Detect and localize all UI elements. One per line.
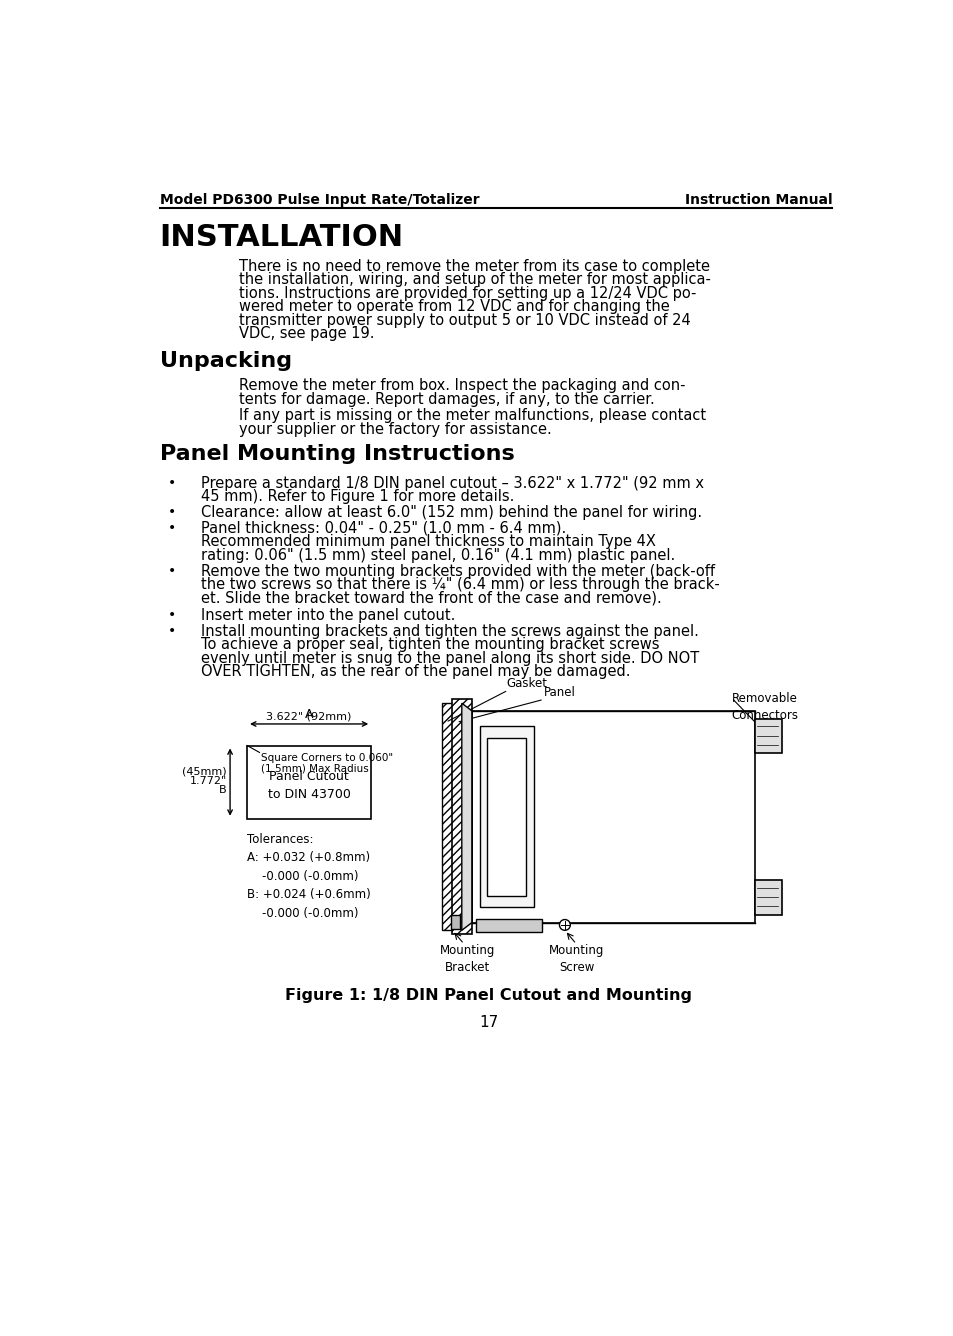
Text: Panel Mounting Instructions: Panel Mounting Instructions [159,444,514,464]
Text: Prepare a standard 1/8 DIN panel cutout – 3.622" x 1.772" (92 mm x: Prepare a standard 1/8 DIN panel cutout … [200,476,703,492]
Text: evenly until meter is snug to the panel along its short side. DO NOT: evenly until meter is snug to the panel … [200,651,699,665]
Text: Removable
Connectors: Removable Connectors [731,692,798,721]
Text: OVER TIGHTEN, as the rear of the panel may be damaged.: OVER TIGHTEN, as the rear of the panel m… [200,664,630,679]
Text: 17: 17 [478,1015,498,1030]
Text: (1.5mm) Max Radius: (1.5mm) Max Radius [261,763,369,774]
Text: •: • [168,505,176,520]
Bar [452,699,472,934]
Text: Mounting
Bracket: Mounting Bracket [440,945,496,974]
Text: the two screws so that there is ¼" (6.4 mm) or less through the brack-: the two screws so that there is ¼" (6.4 … [200,577,719,592]
Text: Panel: Panel [543,687,576,699]
Text: tents for damage. Report damages, if any, to the carrier.: tents for damage. Report damages, if any… [239,391,655,406]
Text: the installation, wiring, and setup of the meter for most applica-: the installation, wiring, and setup of t… [239,273,711,287]
Text: Instruction Manual: Instruction Manual [684,194,831,207]
Text: Gasket: Gasket [506,677,547,691]
Text: There is no need to remove the meter from its case to complete: There is no need to remove the meter fro… [239,259,710,274]
Text: Unpacking: Unpacking [159,351,292,371]
Bar [441,703,452,930]
Text: •: • [168,624,176,637]
Text: Panel thickness: 0.04" - 0.25" (1.0 mm - 6.4 mm).: Panel thickness: 0.04" - 0.25" (1.0 mm -… [200,521,565,536]
Text: B: B [219,784,227,795]
Text: Figure 1: 1/8 DIN Panel Cutout and Mounting: Figure 1: 1/8 DIN Panel Cutout and Mount… [285,989,692,1003]
Text: To achieve a proper seal, tighten the mounting bracket screws: To achieve a proper seal, tighten the mo… [200,637,659,652]
Text: Insert meter into the panel cutout.: Insert meter into the panel cutout. [200,608,455,624]
Text: Install mounting brackets and tighten the screws against the panel.: Install mounting brackets and tighten th… [200,624,698,639]
Text: Square Corners to 0.060": Square Corners to 0.060" [261,754,393,763]
Polygon shape [461,703,472,930]
Text: your supplier or the factory for assistance.: your supplier or the factory for assista… [239,422,552,437]
Bar [479,727,534,907]
Text: Clearance: allow at least 6.0" (152 mm) behind the panel for wiring.: Clearance: allow at least 6.0" (152 mm) … [200,505,701,520]
Text: INSTALLATION: INSTALLATION [159,223,403,253]
Text: (45mm): (45mm) [182,767,227,776]
Text: transmitter power supply to output 5 or 10 VDC instead of 24: transmitter power supply to output 5 or … [239,313,690,327]
Text: •: • [168,564,176,577]
Text: If any part is missing or the meter malfunctions, please contact: If any part is missing or the meter malf… [239,409,706,424]
Bar [754,880,781,915]
Text: •: • [168,521,176,534]
Bar [451,915,459,929]
Text: •: • [168,476,176,490]
Text: Tolerances:
A: +0.032 (+0.8mm)
    -0.000 (-0.0mm)
B: +0.024 (+0.6mm)
    -0.000: Tolerances: A: +0.032 (+0.8mm) -0.000 (-… [247,832,371,919]
Text: et. Slide the bracket toward the front of the case and remove).: et. Slide the bracket toward the front o… [200,591,660,605]
Text: Panel Cutout
to DIN 43700: Panel Cutout to DIN 43700 [268,771,350,802]
Bar [472,711,754,923]
Text: Remove the meter from box. Inspect the packaging and con-: Remove the meter from box. Inspect the p… [239,378,685,393]
Text: 1.772": 1.772" [190,776,227,786]
Text: Remove the two mounting brackets provided with the meter (back-off: Remove the two mounting brackets provide… [200,564,714,578]
Circle shape [558,919,570,930]
Text: A: A [305,708,313,721]
Text: rating: 0.06" (1.5 mm) steel panel, 0.16" (4.1 mm) plastic panel.: rating: 0.06" (1.5 mm) steel panel, 0.16… [200,548,674,562]
Text: Mounting
Screw: Mounting Screw [548,945,603,974]
Bar [247,745,371,819]
Text: tions. Instructions are provided for setting up a 12/24 VDC po-: tions. Instructions are provided for set… [239,286,696,301]
Bar [487,737,525,895]
Text: wered meter to operate from 12 VDC and for changing the: wered meter to operate from 12 VDC and f… [239,299,669,314]
Bar [476,919,541,933]
Bar [754,719,781,754]
Text: VDC, see page 19.: VDC, see page 19. [239,326,375,341]
Text: 45 mm). Refer to Figure 1 for more details.: 45 mm). Refer to Figure 1 for more detai… [200,489,514,505]
Text: Recommended minimum panel thickness to maintain Type 4X: Recommended minimum panel thickness to m… [200,534,655,549]
Text: •: • [168,608,176,623]
Text: 3.622" (92mm): 3.622" (92mm) [266,712,352,721]
Text: Model PD6300 Pulse Input Rate/Totalizer: Model PD6300 Pulse Input Rate/Totalizer [159,194,478,207]
